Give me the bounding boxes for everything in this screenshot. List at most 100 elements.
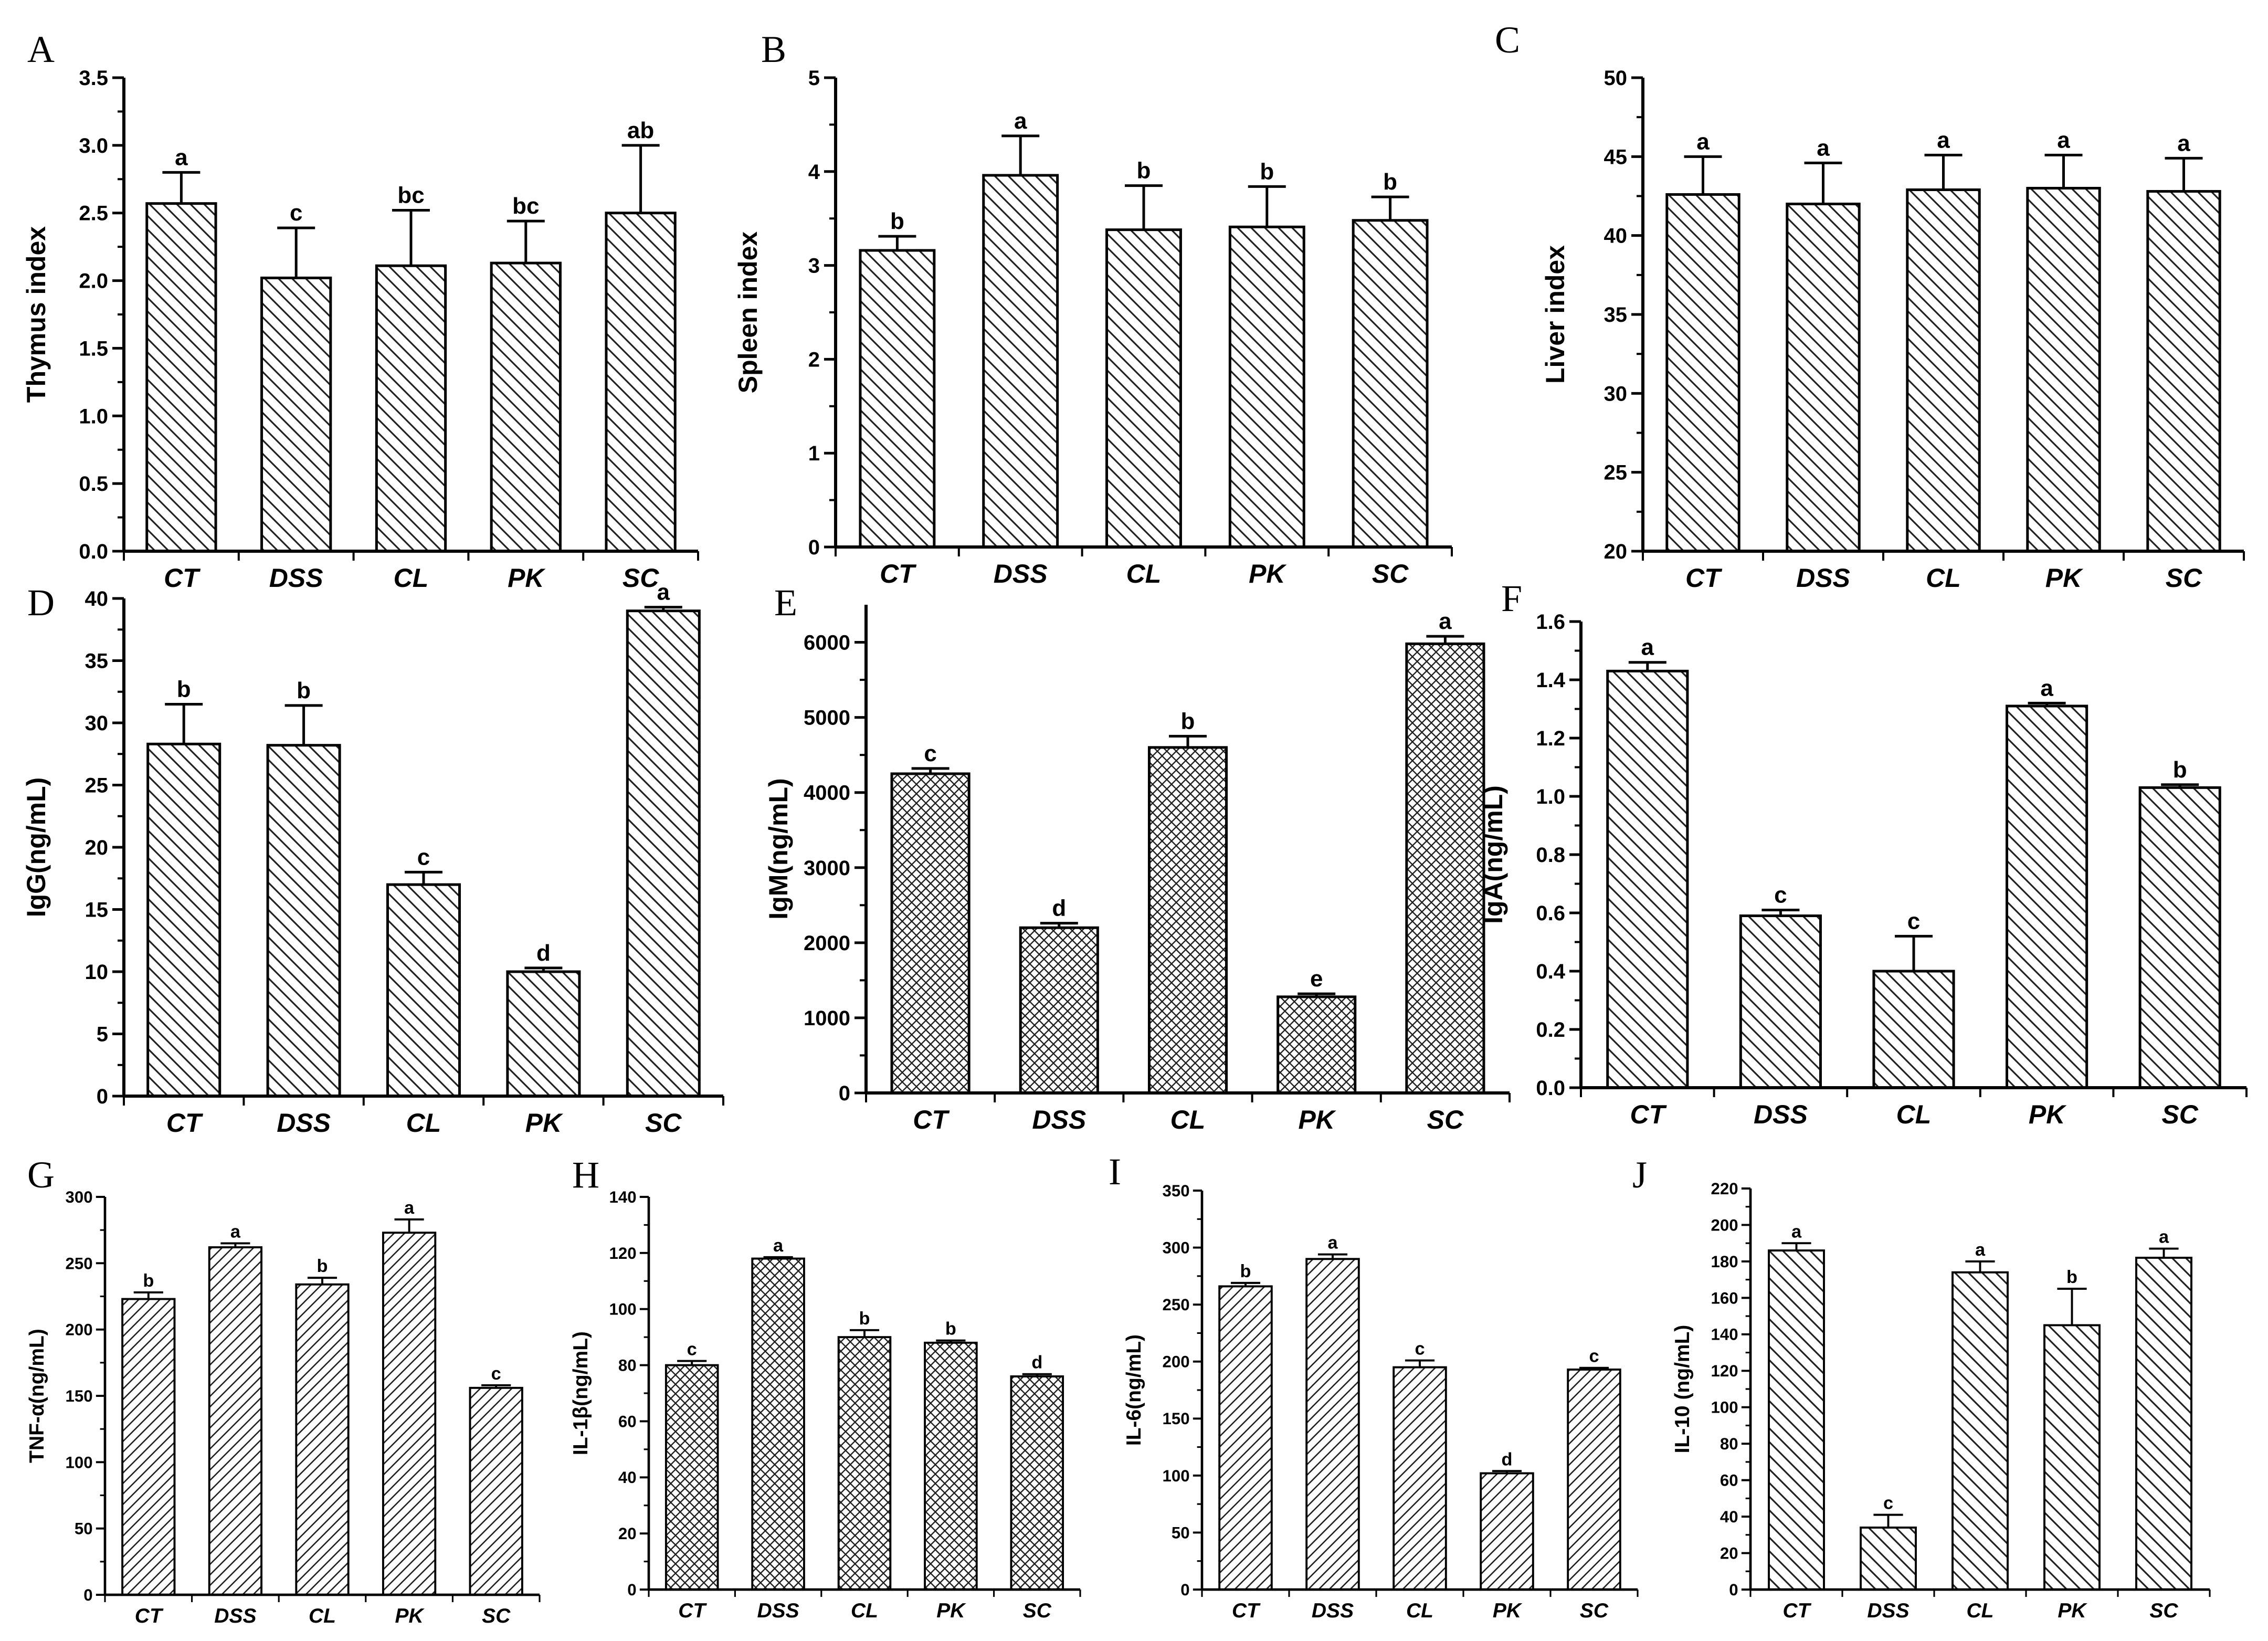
bar-dss: [751, 1257, 805, 1591]
y-tick-label: 2000: [804, 932, 850, 955]
bar-sc: [1010, 1375, 1064, 1591]
y-tick-label: 200: [1163, 1353, 1190, 1371]
bar-sc: [2138, 786, 2221, 1089]
y-tick-label: 30: [1604, 382, 1628, 405]
y-axis-label: IL-1β(ng/mL): [569, 1331, 592, 1455]
category-label-dss: DSS: [994, 559, 1048, 588]
y-tick-label: 1.5: [79, 337, 108, 360]
bar-ct: [1665, 193, 1740, 553]
category-label-sc: SC: [1580, 1600, 1609, 1622]
significance-letter-cl: c: [417, 844, 430, 870]
significance-letter-sc: b: [1383, 169, 1397, 195]
bar-ct: [146, 742, 221, 1098]
y-tick-label: 0.5: [79, 472, 108, 496]
y-tick-label: 350: [1163, 1182, 1190, 1200]
y-tick-label: 20: [85, 836, 109, 859]
bar-sc: [1405, 642, 1485, 1095]
y-tick-label: 80: [618, 1356, 637, 1374]
category-label-cl: CL: [1406, 1600, 1433, 1622]
y-tick-label: 0: [1729, 1581, 1738, 1599]
panel-label-j: J: [1632, 1154, 1647, 1196]
significance-letter-ct: b: [177, 676, 191, 702]
bar-sc: [626, 609, 701, 1098]
significance-letter-sc: ab: [627, 118, 654, 143]
y-tick-label: 0.0: [1536, 1077, 1565, 1100]
panel-c: Ca CT a DSS a CL a PK a SC 20 25 30 35 40 45 50 Liver ind…: [1495, 19, 2245, 593]
y-tick-label: 150: [66, 1387, 93, 1405]
category-label-ct: CT: [166, 1108, 204, 1138]
bar-cl: [1105, 228, 1182, 549]
y-tick-label: 2.5: [79, 202, 108, 225]
y-tick-label: 3.0: [79, 134, 108, 157]
bar-dss: [1019, 926, 1099, 1095]
bar-cl: [837, 1336, 892, 1591]
y-tick-label: 250: [1163, 1296, 1190, 1314]
bar-ct: [890, 772, 971, 1095]
significance-letter-ct: b: [890, 208, 904, 234]
significance-letter-sc: b: [2173, 757, 2187, 783]
panel-label-a: A: [27, 28, 55, 70]
y-tick-label: 40: [1604, 225, 1628, 248]
panel-d: Db CT b DSS c CL d PK a SC 0 5 10 15 20 25 30 35 40 IgG(ng/…: [22, 580, 724, 1138]
y-tick-label: 40: [618, 1468, 637, 1487]
bar-sc: [2146, 190, 2221, 553]
y-tick-label: 5000: [804, 707, 850, 730]
y-tick-label: 140: [1711, 1326, 1738, 1344]
significance-letter-dss: a: [1327, 1233, 1338, 1253]
significance-letter-cl: c: [1415, 1339, 1425, 1359]
bar-sc: [1352, 219, 1429, 549]
y-tick-label: 6000: [804, 632, 850, 655]
y-tick-label: 35: [1604, 303, 1628, 327]
bar-pk: [1277, 995, 1357, 1095]
y-tick-label: 5: [808, 67, 820, 90]
y-tick-label: 200: [1711, 1216, 1738, 1234]
panel-label-d: D: [27, 582, 55, 624]
bar-pk: [2026, 186, 2101, 553]
significance-letter-ct: a: [175, 144, 188, 170]
bar-pk: [924, 1341, 978, 1591]
y-tick-label: 300: [1163, 1238, 1190, 1257]
y-tick-label: 2.0: [79, 270, 108, 293]
y-tick-label: 1.0: [79, 405, 108, 428]
bar-sc: [605, 212, 677, 553]
category-label-sc: SC: [2161, 1100, 2198, 1129]
significance-letter-dss: a: [1817, 135, 1830, 161]
category-label-ct: CT: [1783, 1600, 1812, 1622]
significance-letter-pk: b: [2066, 1267, 2077, 1287]
category-label-dss: DSS: [269, 563, 323, 593]
y-tick-label: 3.5: [79, 67, 108, 90]
significance-letter-sc: a: [2177, 130, 2190, 156]
bar-cl: [1147, 746, 1228, 1095]
significance-letter-dss: c: [290, 200, 302, 226]
significance-letter-ct: a: [1791, 1222, 1802, 1242]
category-label-sc: SC: [1372, 559, 1409, 588]
bar-cl: [1872, 970, 1955, 1089]
y-tick-label: 80: [1720, 1435, 1738, 1453]
y-tick-label: 100: [66, 1453, 93, 1471]
significance-letter-ct: b: [143, 1271, 154, 1291]
category-label-ct: CT: [1685, 563, 1723, 593]
significance-letter-pk: d: [1502, 1449, 1513, 1469]
panel-label-g: G: [27, 1154, 55, 1196]
bar-sc: [2135, 1257, 2192, 1591]
y-tick-label: 0: [808, 536, 820, 559]
category-label-dss: DSS: [1796, 563, 1850, 593]
significance-letter-ct: c: [924, 741, 936, 766]
category-label-sc: SC: [645, 1108, 682, 1138]
y-tick-label: 60: [618, 1412, 637, 1430]
panel-label-c: C: [1495, 19, 1520, 61]
category-label-pk: PK: [936, 1600, 966, 1622]
category-label-ct: CT: [880, 559, 917, 588]
y-tick-label: 180: [1711, 1253, 1738, 1271]
category-label-ct: CT: [1232, 1600, 1261, 1622]
bar-pk: [1480, 1472, 1534, 1591]
bar-cl: [375, 264, 447, 553]
y-tick-label: 5: [97, 1023, 108, 1046]
y-tick-label: 4: [808, 161, 820, 184]
bar-ct: [1218, 1285, 1273, 1591]
bar-pk: [2043, 1324, 2101, 1591]
category-label-pk: PK: [525, 1108, 564, 1138]
y-tick-label: 0: [1180, 1581, 1189, 1599]
y-tick-label: 0: [839, 1082, 850, 1105]
